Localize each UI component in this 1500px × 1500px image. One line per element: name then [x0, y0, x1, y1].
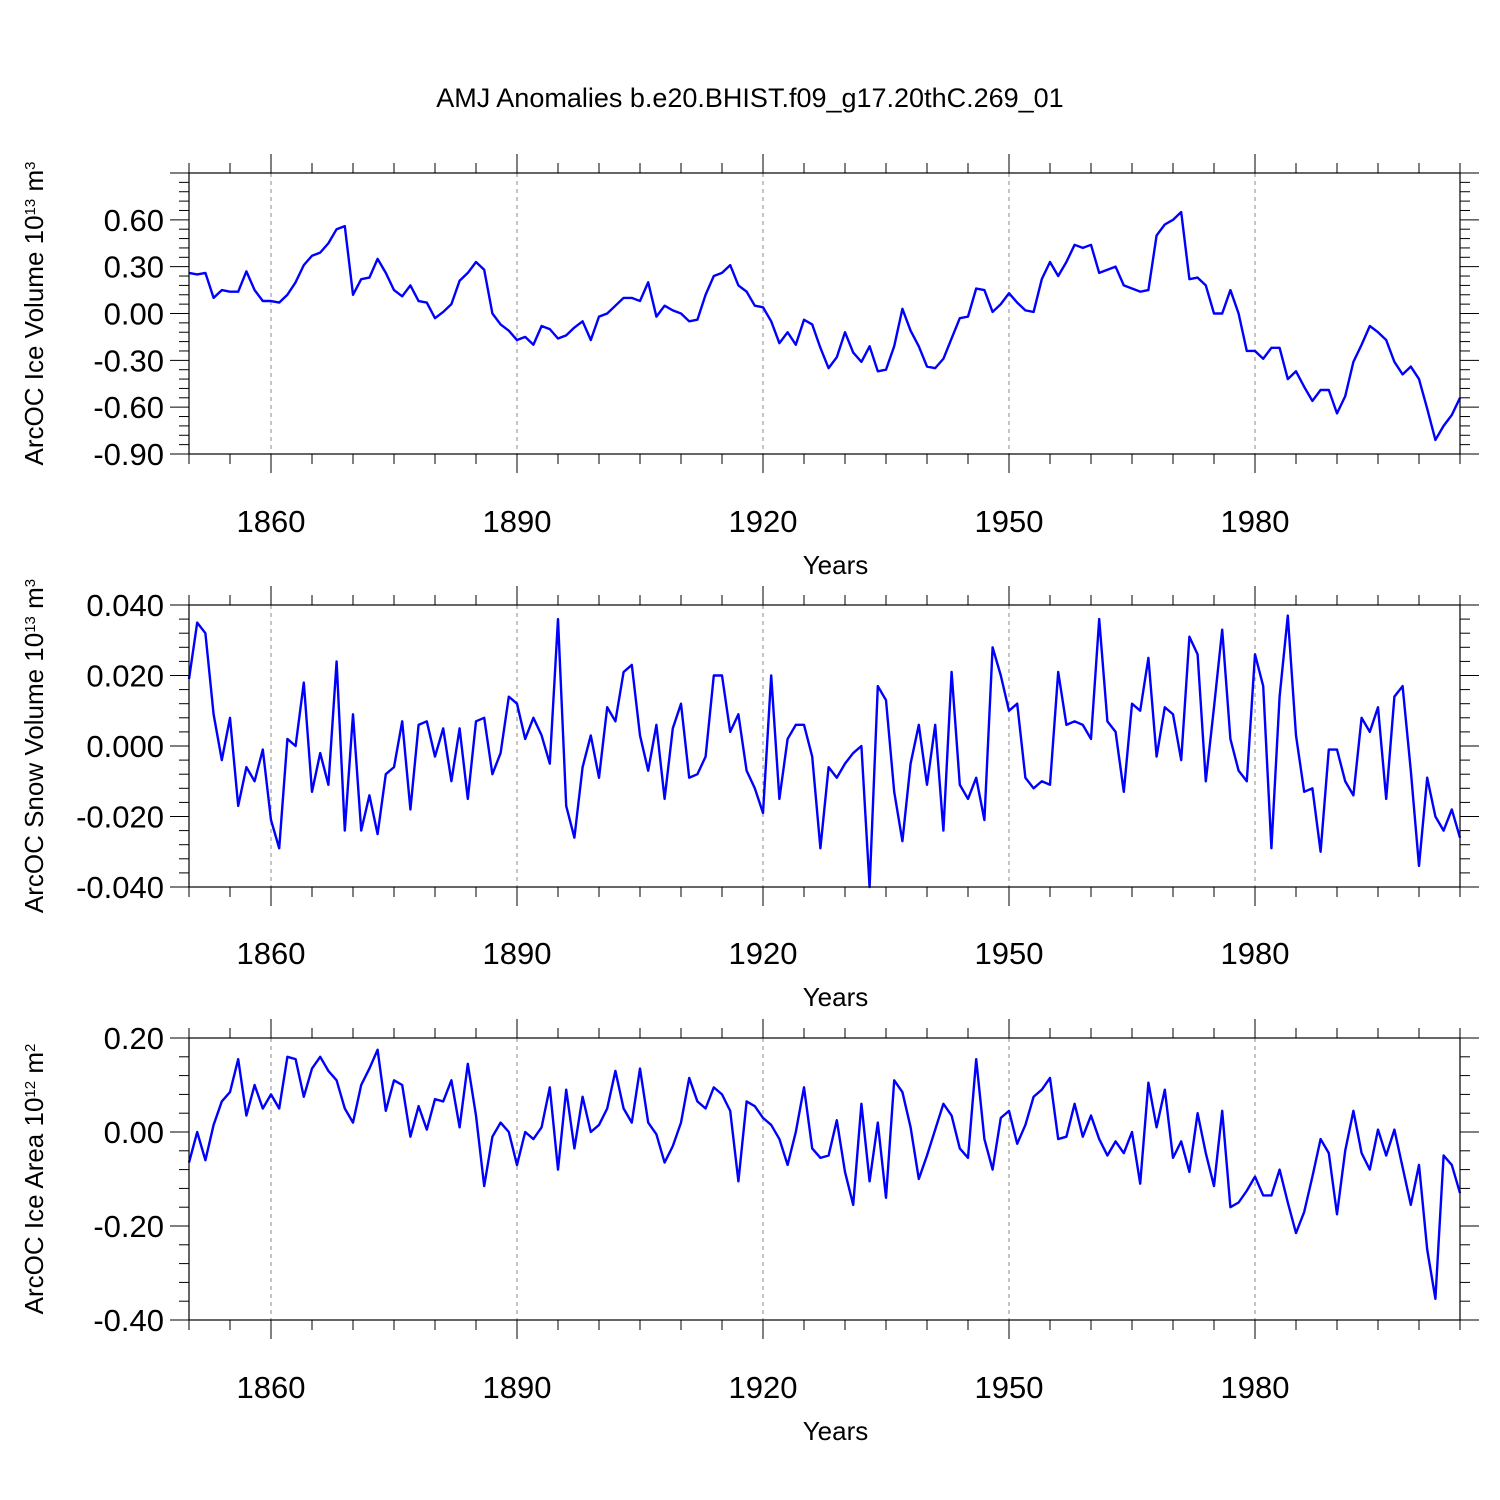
- y-axis-title-unit-exponent: 3: [22, 579, 39, 587]
- series-line: [187, 614, 1462, 889]
- y-axis-title-unit: m: [19, 170, 49, 199]
- plot-frame: [188, 1037, 1461, 1321]
- y-tick-label: 0.20: [104, 1021, 164, 1056]
- x-tick-label: 1860: [237, 936, 306, 971]
- y-tick-label: -0.020: [76, 800, 164, 835]
- y-tick-label: -0.30: [93, 343, 164, 378]
- y-tick-label: -0.40: [93, 1303, 164, 1338]
- y-tick-label: 0.040: [86, 588, 164, 623]
- y-tick-label: 0.000: [86, 729, 164, 764]
- y-tick-label: 0.60: [104, 203, 164, 238]
- x-tick-label: 1920: [729, 504, 798, 539]
- y-axis-title-text: ArcOC Snow Volume 10: [19, 633, 49, 913]
- x-tick-label: 1950: [975, 936, 1044, 971]
- y-axis-title: ArcOC Snow Volume 1013 m3: [19, 579, 49, 913]
- y-tick-label: 0.00: [104, 297, 164, 332]
- y-axis-title-text: ArcOC Ice Volume 10: [19, 215, 49, 465]
- x-tick-label: 1860: [237, 1370, 306, 1405]
- x-tick-label: 1920: [729, 936, 798, 971]
- x-tick-label: 1980: [1221, 504, 1290, 539]
- y-tick-label: -0.040: [76, 870, 164, 905]
- y-axis-title-unit-exponent: 2: [22, 1044, 39, 1052]
- x-tick-label: 1980: [1221, 936, 1290, 971]
- x-axis-title: Years: [803, 982, 869, 1012]
- x-tick-label: 1950: [975, 1370, 1044, 1405]
- y-axis-title-unit: m: [19, 1052, 49, 1081]
- panels: -0.90 -0.60 -0.30 0.00 0.30 0.60 1860 1890 1920 1…: [19, 154, 1479, 1446]
- chart-panel-3: -0.40 -0.20 0.00 0.20 1860 1890 1920 1950 1980 Ye…: [19, 1019, 1479, 1446]
- y-tick-label: 0.020: [86, 659, 164, 694]
- plot-frame: [188, 172, 1461, 455]
- y-axis-title: ArcOC Ice Volume 1013 m3: [19, 162, 49, 466]
- y-axis-title-exponent: 13: [22, 616, 39, 633]
- x-axis-title: Years: [803, 1416, 869, 1446]
- y-axis-title-unit-exponent: 3: [22, 162, 39, 170]
- y-axis-title-text: ArcOC Ice Area 10: [19, 1098, 49, 1315]
- y-tick-label: -0.60: [93, 390, 164, 425]
- x-tick-label: 1980: [1221, 1370, 1290, 1405]
- plot-frame: [188, 604, 1461, 888]
- x-tick-label: 1890: [483, 1370, 552, 1405]
- x-axis-title: Years: [803, 550, 869, 580]
- y-axis-title-exponent: 13: [22, 199, 39, 216]
- chart-panel-1: -0.90 -0.60 -0.30 0.00 0.30 0.60 1860 1890 1920 1…: [19, 154, 1479, 580]
- x-tick-label: 1890: [483, 504, 552, 539]
- x-tick-label: 1920: [729, 1370, 798, 1405]
- y-tick-label: 0.30: [104, 250, 164, 285]
- y-axis-title-unit: m: [19, 587, 49, 616]
- y-axis-title-exponent: 12: [22, 1081, 39, 1098]
- x-tick-label: 1950: [975, 504, 1044, 539]
- y-tick-label: 0.00: [104, 1115, 164, 1150]
- chart-panel-2: -0.040 -0.020 0.000 0.020 0.040 1860 1890 1920 1…: [19, 579, 1479, 1012]
- series-line: [188, 210, 1462, 442]
- y-tick-label: -0.90: [93, 437, 164, 472]
- series-line: [187, 1048, 1462, 1301]
- x-tick-label: 1860: [237, 504, 306, 539]
- x-tick-label: 1890: [483, 936, 552, 971]
- y-axis-title: ArcOC Ice Area 1012 m2: [19, 1044, 49, 1315]
- figure-title: AMJ Anomalies b.e20.BHIST.f09_g17.20thC.…: [436, 83, 1063, 113]
- y-tick-label: -0.20: [93, 1209, 164, 1244]
